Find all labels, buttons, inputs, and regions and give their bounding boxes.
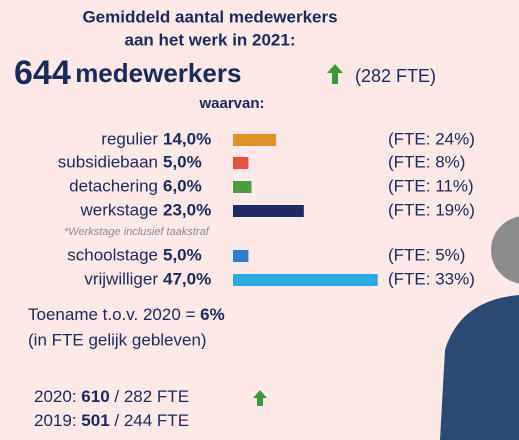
bar [233,134,277,146]
value-label: 5,0% [163,245,202,264]
increase: Toename t.o.v. 2020 = 6% [28,305,225,324]
category-label: schoolstage [67,245,158,264]
value-label: 47,0% [163,269,211,288]
fte-label: (FTE: 8%) [388,152,465,171]
up-arrow [327,64,343,84]
person-body [440,295,519,440]
category-label: werkstage [80,200,158,219]
bar [233,205,304,217]
fte-label: (FTE: 11%) [388,176,474,195]
headline-unit: medewerkers [75,58,241,88]
history: 2020: 610 / 282 FTE [34,387,189,406]
bar [233,157,249,169]
bar [233,181,252,193]
history-count: 501 [81,411,109,430]
history-fte: / 244 FTE [114,411,189,430]
subtitle: waarvan: [198,95,264,112]
category-label: vrijwilliger [84,269,158,288]
value-label: 5,0% [163,152,202,171]
value-label: 6,0% [163,176,202,195]
increase-note: (in FTE gelijk gebleven) [28,330,207,349]
fte-label: (FTE: 5%) [388,245,465,264]
up-arrow [253,390,267,406]
history: 2019: 501 / 244 FTE [34,411,189,430]
person-head [491,216,519,284]
category-label: regulier [101,129,158,148]
fte-label: (FTE: 33%) [388,269,475,288]
category-label: subsidiebaan [58,152,158,171]
fte-label: (FTE: 19%) [388,200,475,219]
value-label: 14,0% [163,129,211,148]
footnote: *Werkstage inclusief taakstraf [64,226,210,238]
history-year: 2020: [34,387,77,406]
history-fte: / 282 FTE [114,387,189,406]
bar [233,250,249,262]
headline: 644 medewerkers [14,54,241,92]
headline-number: 644 [14,54,71,92]
history-year: 2019: [34,411,77,430]
fte-label: (FTE: 24%) [388,129,475,148]
category-label: detachering [69,176,158,195]
title-line: aan het werk in 2021: [124,30,295,49]
title-line: Gemiddeld aantal medewerkers [82,7,337,26]
increase-text: Toename t.o.v. 2020 = [28,305,196,324]
bar [233,274,378,286]
increase-value: 6% [200,305,225,324]
value-label: 23,0% [163,200,211,219]
history-count: 610 [81,387,109,406]
headline-fte: (282 FTE) [355,66,436,86]
